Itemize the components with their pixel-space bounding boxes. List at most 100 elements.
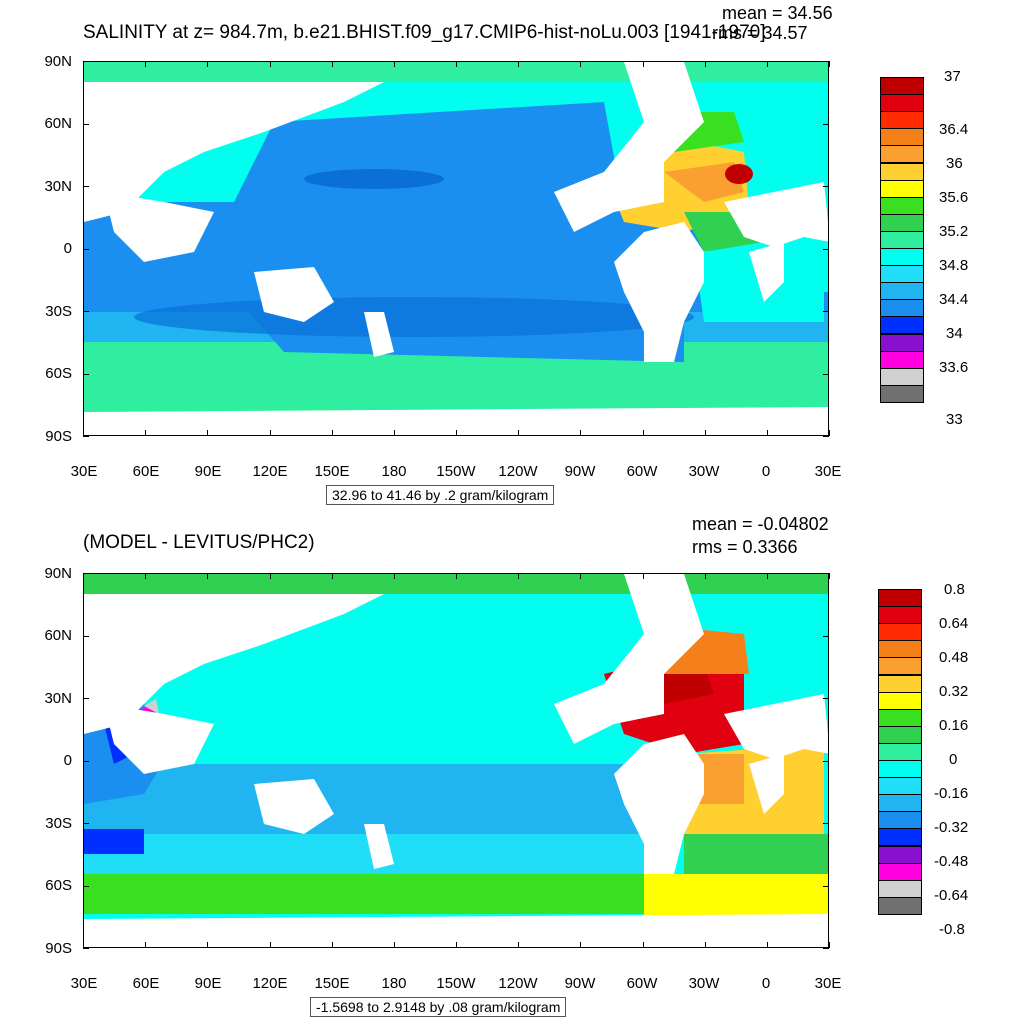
contour-info-box: -1.5698 to 2.9148 by .08 gram/kilogram xyxy=(310,997,567,1017)
axis-tick xyxy=(207,61,209,67)
colorbar-swatch xyxy=(880,213,924,232)
axis-tick xyxy=(145,942,147,948)
axis-tick xyxy=(766,430,768,436)
axis-tick xyxy=(580,573,582,579)
colorbar-swatch xyxy=(880,265,924,284)
axis-tick xyxy=(269,942,271,948)
axis-tick xyxy=(207,942,209,948)
lon-label: 30E xyxy=(814,975,842,992)
axis-tick xyxy=(83,61,84,67)
axis-tick xyxy=(823,760,829,762)
colorbar-swatch xyxy=(880,145,924,164)
colorbar-swatch xyxy=(878,674,922,693)
colorbar-label: 33 xyxy=(946,411,963,428)
colorbar-swatch xyxy=(878,845,922,864)
axis-tick xyxy=(518,430,520,436)
rms-value: rms = 34.57 xyxy=(712,23,808,43)
axis-tick xyxy=(145,573,147,579)
axis-tick xyxy=(269,61,271,67)
colorbar-label: 35.2 xyxy=(939,223,969,240)
colorbar-swatch xyxy=(878,657,922,676)
lat-label: 30S xyxy=(45,815,72,832)
colorbar-label: 0.16 xyxy=(939,717,969,734)
lon-label: 150E xyxy=(314,463,350,480)
axis-tick xyxy=(393,942,395,948)
axis-tick xyxy=(704,942,706,948)
lon-label: 90E xyxy=(194,975,222,992)
colorbar-swatch xyxy=(880,333,924,352)
lat-label: 0 xyxy=(63,752,72,769)
lon-label: 60E xyxy=(132,975,160,992)
contour-info-box: 32.96 to 41.46 by .2 gram/kilogram xyxy=(326,485,555,505)
axis-tick xyxy=(823,61,829,62)
lon-label: 60E xyxy=(132,463,160,480)
colorbar-label: 0.64 xyxy=(939,615,969,632)
axis-tick xyxy=(145,430,147,436)
lon-label: 150W xyxy=(436,463,476,480)
axis-tick xyxy=(456,61,457,67)
mean-value: mean = 34.56 xyxy=(722,3,833,23)
axis-tick xyxy=(83,948,89,949)
colorbar-swatch xyxy=(880,350,924,369)
colorbar-swatch xyxy=(880,230,924,249)
lat-label: 90S xyxy=(45,940,72,957)
axis-tick xyxy=(823,436,829,437)
colorbar-label: 0 xyxy=(949,751,958,768)
axis-tick xyxy=(83,573,84,579)
lat-label: 0 xyxy=(63,240,72,257)
axis-tick xyxy=(704,573,706,579)
colorbar-label: 0.48 xyxy=(939,649,969,666)
axis-tick xyxy=(704,430,706,436)
colorbar-label: 34 xyxy=(946,325,963,342)
lon-label: 150W xyxy=(436,975,476,992)
difference-panel: (MODEL - LEVITUS/PHC2) mean = -0.04802 r… xyxy=(0,512,1024,1024)
lat-label: 30N xyxy=(44,690,72,707)
colorbar-label: 36.4 xyxy=(939,121,969,138)
colorbar-label: -0.16 xyxy=(934,785,969,802)
axis-tick xyxy=(823,373,829,375)
axis-tick xyxy=(823,186,829,187)
colorbar-swatch xyxy=(880,94,924,113)
colorbar-swatch xyxy=(878,811,922,830)
axis-tick xyxy=(580,430,582,436)
colorbar-label: 34.8 xyxy=(939,257,969,274)
lon-label: 60W xyxy=(626,463,658,480)
axis-tick xyxy=(393,573,395,579)
colorbar-swatch xyxy=(878,777,922,796)
colorbar-label: 0.8 xyxy=(944,581,965,598)
axis-tick xyxy=(83,186,89,187)
colorbar-label: 34.4 xyxy=(939,291,969,308)
salinity-panel: SALINITY at z= 984.7m, b.e21.BHIST.f09_g… xyxy=(44,3,969,505)
colorbar-swatch xyxy=(880,111,924,130)
axis-tick xyxy=(83,311,89,312)
axis-tick xyxy=(642,61,644,67)
lat-label: 90N xyxy=(44,53,72,70)
colorbar-swatch xyxy=(878,606,922,625)
difference-map-title: (MODEL - LEVITUS/PHC2) xyxy=(83,532,315,553)
colorbar-swatch xyxy=(880,162,924,181)
axis-tick xyxy=(823,698,829,699)
lon-label: 30W xyxy=(688,463,720,480)
axis-tick xyxy=(456,573,457,579)
axis-tick xyxy=(393,61,395,67)
axis-tick xyxy=(642,573,644,579)
axis-tick xyxy=(331,942,333,948)
colorbar-label: 35.6 xyxy=(939,189,969,206)
colorbar-swatch xyxy=(880,179,924,198)
axis-tick xyxy=(269,573,271,579)
axis-tick xyxy=(823,123,829,125)
lon-label: 180 xyxy=(381,463,407,480)
difference-map xyxy=(83,573,829,948)
salinity-field xyxy=(84,62,828,435)
axis-tick xyxy=(823,248,829,250)
axis-tick xyxy=(580,942,582,948)
colorbar-swatch xyxy=(878,760,922,779)
lon-label: 30W xyxy=(688,975,720,992)
axis-tick xyxy=(823,823,829,824)
lat-label: 60N xyxy=(44,627,72,644)
axis-tick xyxy=(766,573,768,579)
axis-tick xyxy=(83,823,89,824)
axis-tick xyxy=(83,760,89,762)
lat-label: 60S xyxy=(45,877,72,894)
colorbar-swatch xyxy=(878,708,922,727)
